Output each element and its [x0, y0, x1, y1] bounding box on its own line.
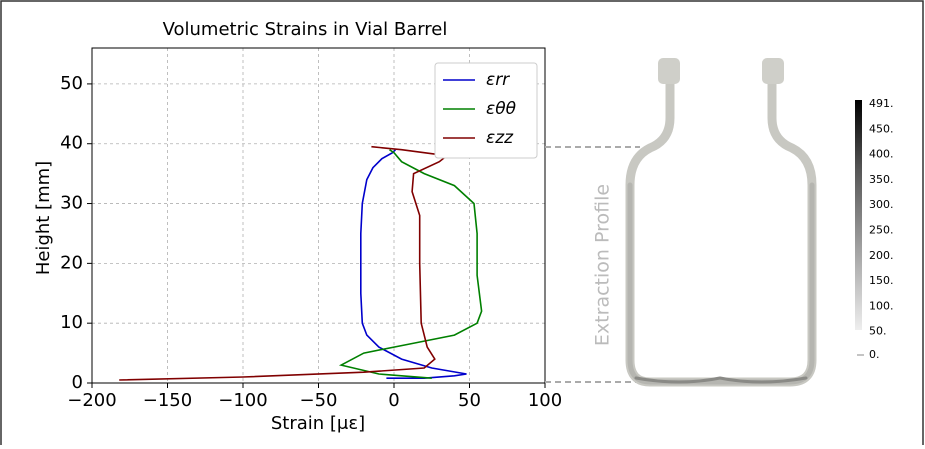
- y-axis-label: Height [mm]: [33, 161, 54, 275]
- colorbar-labels: 491. 450. 400. 350. 300. 250. 200. 150. 100. 50. 0…: [857, 97, 894, 361]
- chart-title: Volumetric Strains in Vial Barrel: [163, 19, 448, 40]
- colorbar-label: 200.: [869, 249, 894, 262]
- colorbar-label: 250.: [869, 224, 894, 237]
- colorbar-label: 150.: [869, 274, 894, 287]
- y-tick-label: 50: [60, 73, 83, 94]
- colorbar-label: 100.: [869, 299, 894, 312]
- colorbar-label: 300.: [869, 198, 894, 211]
- colorbar-label: 491.: [869, 97, 894, 110]
- series-line: [119, 147, 447, 380]
- x-tick-label: −100: [218, 390, 267, 411]
- vial: [630, 58, 812, 382]
- colorbar-label: 350.: [869, 173, 894, 186]
- x-axis-label: Strain [με]: [271, 413, 365, 434]
- colorbar-label: 50.: [869, 325, 887, 338]
- series-line: [341, 150, 481, 379]
- y-tick-label: 20: [60, 252, 83, 273]
- colorbar-label: 400.: [869, 148, 894, 161]
- x-tick-label: −50: [300, 390, 338, 411]
- colorbar-label: 450.: [869, 122, 894, 135]
- x-tick-label: 50: [458, 390, 481, 411]
- colorbar: [855, 100, 862, 330]
- y-tick-label: 10: [60, 312, 83, 333]
- x-tick-label: −200: [67, 390, 116, 411]
- y-tick-label: 30: [60, 193, 83, 214]
- lines: [119, 147, 481, 380]
- y-tick-label: 0: [72, 372, 83, 393]
- legend-label: εzz: [486, 128, 514, 148]
- annotation: Extraction Profile: [592, 184, 614, 346]
- x-tick-label: −150: [143, 390, 192, 411]
- colorbar-label: 0.: [869, 348, 880, 361]
- legend-label: εrr: [486, 70, 510, 90]
- figure: Volumetric Strains in Vial Barrel Strain…: [0, 0, 925, 445]
- legend-label: εθθ: [486, 99, 517, 119]
- y-tick-label: 40: [60, 133, 83, 154]
- x-tick-label: 100: [528, 390, 562, 411]
- x-tick-label: 0: [388, 390, 399, 411]
